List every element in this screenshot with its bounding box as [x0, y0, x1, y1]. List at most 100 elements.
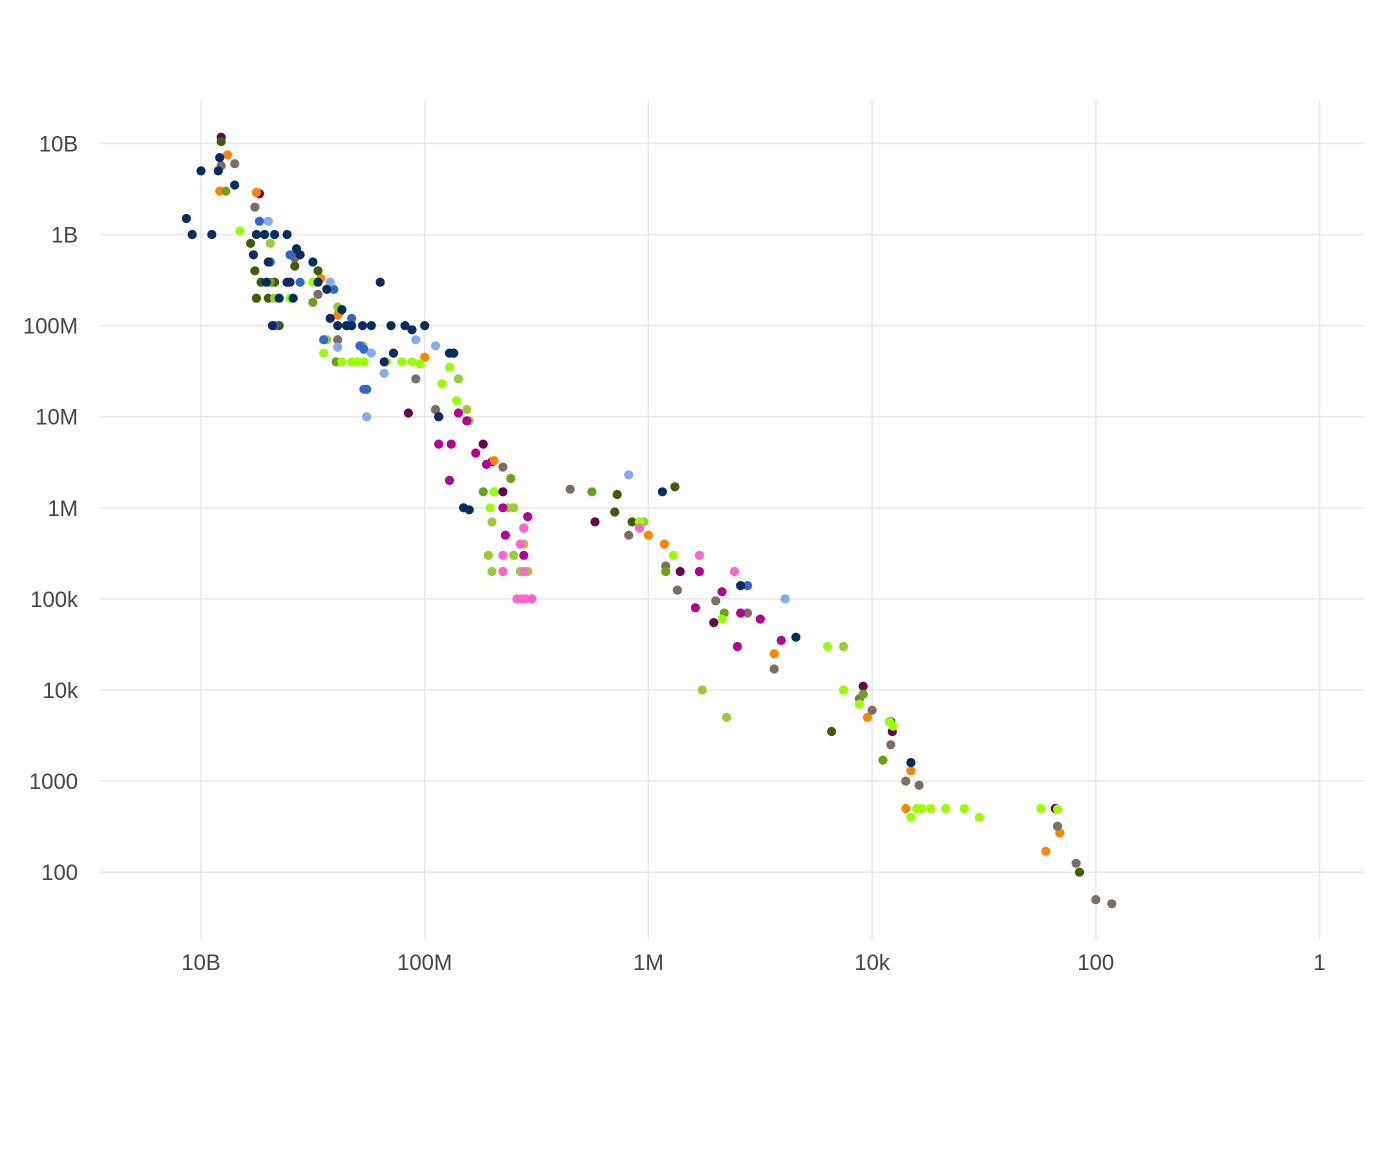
scatter-point [587, 487, 597, 497]
series-group [215, 153, 444, 422]
scatter-point [643, 530, 654, 540]
scatter-point [838, 641, 849, 652]
scatter-point [722, 712, 732, 723]
scatter-point [446, 439, 456, 449]
scatter-point [407, 325, 417, 335]
scatter-point [434, 412, 444, 422]
scatter-point [282, 229, 292, 240]
scatter-point [590, 517, 600, 527]
scatter-point [675, 566, 685, 577]
scatter-point [901, 803, 911, 814]
scatter-point [823, 641, 833, 652]
y-tick-label: 100k [30, 587, 79, 612]
scatter-point [453, 374, 463, 384]
scatter-point [357, 321, 368, 331]
scatter-point [776, 635, 786, 646]
scatter-point [337, 305, 347, 315]
scatter-point [333, 321, 343, 331]
scatter-point [397, 357, 407, 367]
scatter-point [213, 166, 223, 176]
scatter-point [478, 439, 488, 449]
scatter-point [519, 566, 529, 577]
scatter-point [769, 664, 779, 674]
scatter-point [362, 412, 372, 422]
scatter-point [250, 202, 260, 212]
scatter-point [523, 511, 533, 522]
scatter-point [858, 681, 868, 691]
series-group [215, 150, 1065, 856]
scatter-point [251, 229, 261, 240]
scatter-point [261, 277, 271, 287]
scatter-point [729, 566, 740, 577]
scatter-point [181, 213, 191, 224]
scatter-point [906, 812, 916, 822]
scatter-point [263, 257, 273, 267]
scatter-point [265, 238, 275, 248]
x-tick-label: 10k [854, 950, 890, 975]
scatter-point [694, 550, 705, 561]
scatter-point [941, 803, 951, 814]
scatter-point [838, 685, 849, 695]
scatter-point [709, 618, 719, 628]
scatter-point [270, 229, 280, 240]
scatter-point [769, 649, 779, 659]
scatter-point [498, 550, 508, 561]
scatter-point [254, 216, 265, 226]
y-tick-label: 1B [51, 223, 78, 248]
scatter-point [661, 566, 671, 577]
scatter-point [400, 321, 410, 331]
scatter-point [411, 374, 421, 384]
scatter-point [251, 293, 261, 303]
scatter-point [415, 359, 425, 369]
scatter-point [235, 226, 245, 236]
scatter-point [333, 335, 343, 345]
scatter-point [624, 470, 634, 480]
scatter-point [230, 180, 240, 190]
series-group [265, 238, 849, 723]
scatter-point [274, 293, 284, 303]
scatter-point [295, 277, 305, 287]
scatter-point [325, 277, 335, 287]
scatter-point [313, 277, 323, 287]
scatter-point [1052, 804, 1063, 814]
scatter-point [959, 803, 969, 814]
scatter-point [610, 507, 620, 517]
scatter-point [322, 284, 332, 294]
scatter-point [914, 780, 924, 790]
scatter-point [498, 566, 508, 577]
scatter-point [216, 136, 226, 147]
scatter-point [906, 757, 916, 768]
scatter-point [886, 740, 896, 750]
scatter-point [329, 284, 339, 294]
scatter-point [867, 705, 877, 715]
scatter-point [755, 614, 765, 624]
scatter-point [517, 594, 527, 604]
scatter-point [462, 416, 472, 426]
scatter-point [1041, 846, 1051, 856]
series-group [181, 166, 916, 768]
scatter-point [672, 585, 683, 595]
scatter-point [462, 404, 472, 415]
scatter-point [308, 297, 318, 307]
scatter-point [207, 229, 217, 240]
scatter-point [694, 566, 705, 577]
x-axis-tick-labels: 10B 100M 1M 10k 100 1 [181, 950, 1325, 975]
scatter-point [260, 229, 270, 240]
scatter-point [624, 530, 634, 540]
scatter-point [250, 266, 260, 276]
y-tick-label: 10k [43, 678, 79, 703]
scatter-point [668, 550, 678, 561]
scatter-point [420, 352, 430, 362]
scatter-point [288, 293, 298, 303]
scatter-point [711, 596, 721, 606]
scatter-point [690, 603, 701, 613]
series-group [216, 159, 1117, 909]
scatter-point [854, 699, 865, 709]
scatter-point [263, 216, 273, 226]
scatter-point [251, 187, 261, 197]
scatter-point [444, 362, 455, 372]
scatter-point [791, 632, 801, 642]
scatter-point [246, 238, 256, 248]
scatter-point [451, 396, 462, 406]
scatter-point [634, 523, 645, 533]
